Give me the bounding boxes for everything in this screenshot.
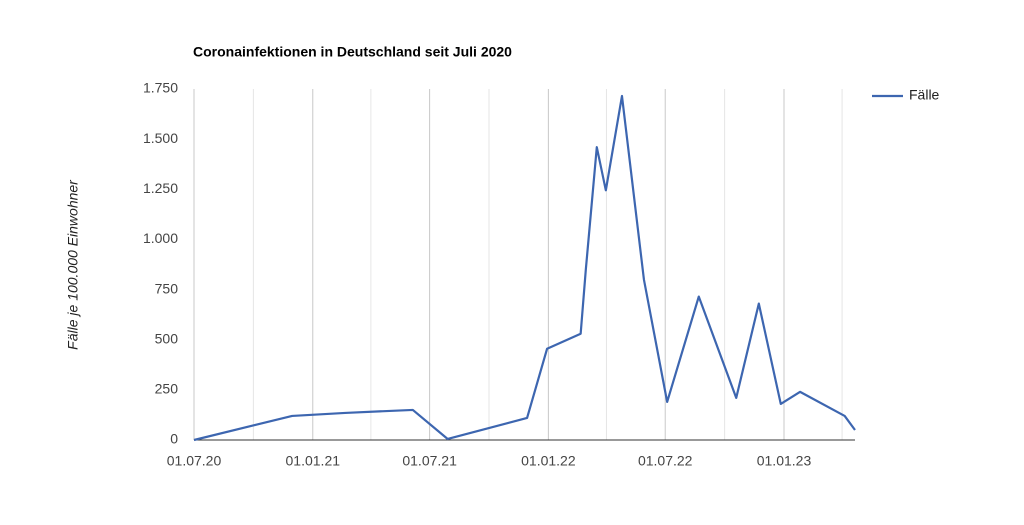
x-tick-label: 01.07.21 [402,453,457,469]
y-tick-label: 750 [155,280,179,296]
y-tick-label: 0 [170,431,178,447]
y-tick-label: 1.750 [143,80,178,96]
legend-label: Fälle [909,87,940,103]
x-tick-label: 01.01.23 [757,453,812,469]
y-tick-label: 1.500 [143,130,178,146]
y-tick-label: 250 [155,381,179,397]
x-tick-label: 01.07.22 [638,453,693,469]
x-tick-label: 01.01.22 [521,453,576,469]
y-tick-label: 1.250 [143,180,178,196]
y-tick-label: 500 [155,330,179,346]
x-tick-label: 01.01.21 [286,453,341,469]
y-tick-label: 1.000 [143,230,178,246]
x-tick-label: 01.07.20 [167,453,222,469]
chart-title: Coronainfektionen in Deutschland seit Ju… [193,44,512,60]
y-axis-label: Fälle je 100.000 Einwohner [65,179,81,350]
data-line [193,94,856,442]
